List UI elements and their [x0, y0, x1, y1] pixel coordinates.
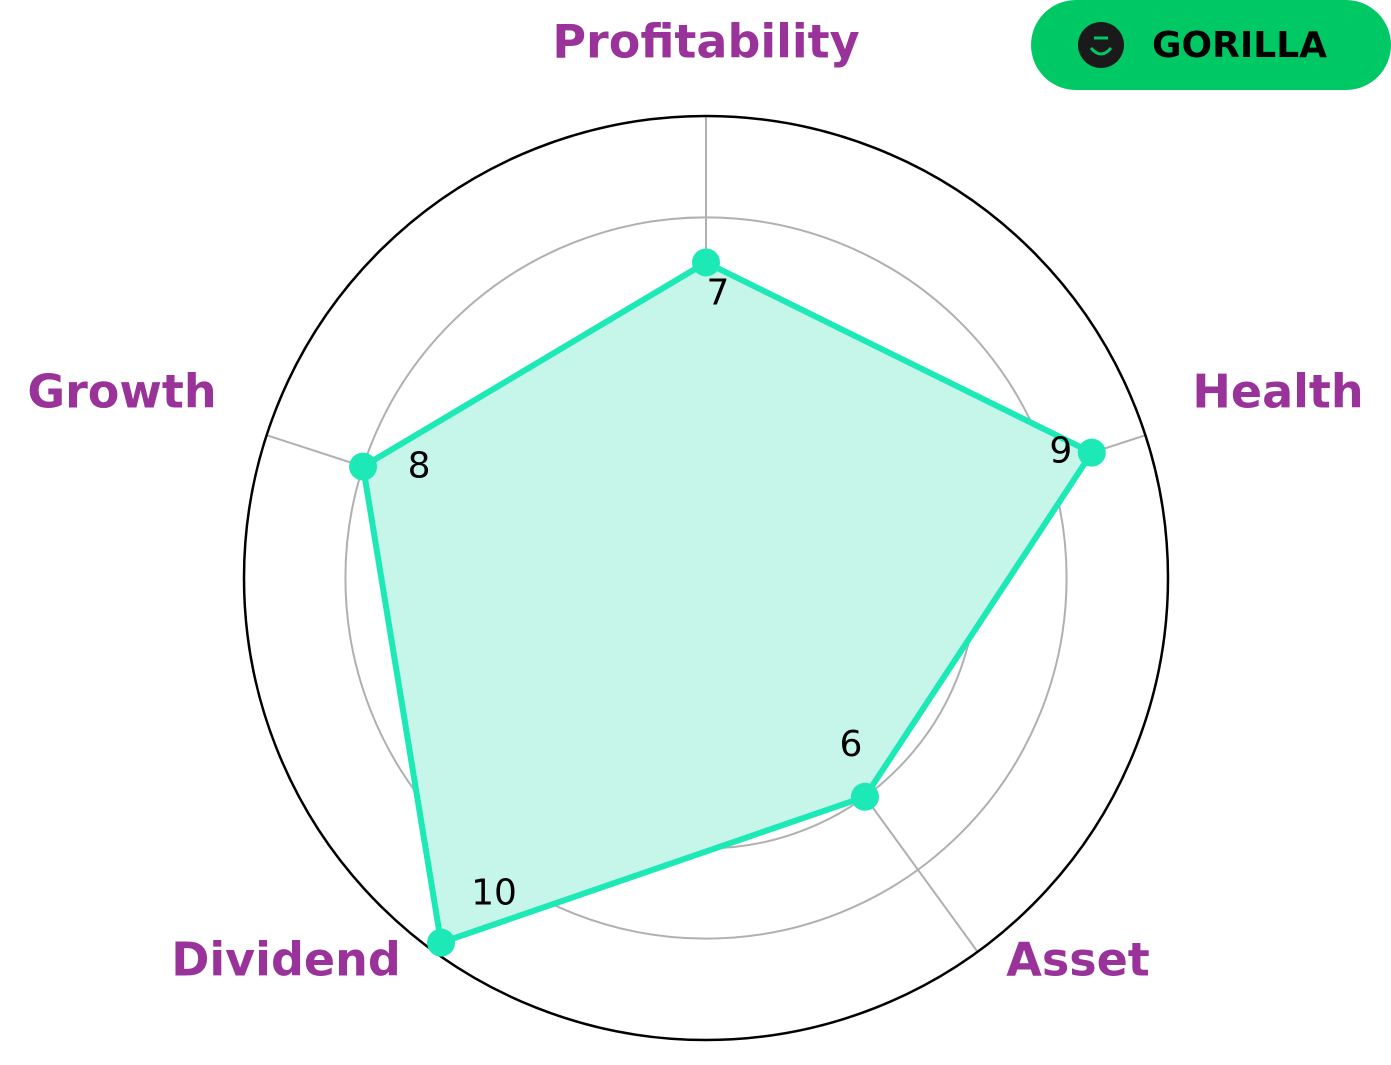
brand-badge[interactable]	[1031, 0, 1391, 90]
category-label: Asset	[1006, 933, 1150, 987]
value-label: 6	[840, 724, 863, 765]
category-label: Profitability	[552, 15, 859, 69]
point	[1077, 438, 1106, 467]
category-label: Health	[1192, 365, 1363, 419]
category-label: Growth	[27, 365, 216, 419]
point	[349, 452, 378, 481]
value-label: 10	[471, 873, 517, 914]
outer-ring	[242, 114, 1170, 1042]
brand-label[interactable]: GORILLA	[1152, 25, 1327, 66]
point	[692, 248, 720, 277]
brand-icon-face	[1089, 36, 1113, 56]
area	[363, 262, 1092, 943]
line	[360, 259, 1095, 946]
category-label: Dividend	[171, 933, 401, 987]
value-label: 9	[1049, 431, 1072, 472]
brand-icon	[1078, 22, 1124, 68]
point	[850, 782, 879, 811]
value-label: 8	[408, 446, 431, 487]
value-label: 7	[707, 272, 730, 313]
point	[427, 928, 456, 957]
